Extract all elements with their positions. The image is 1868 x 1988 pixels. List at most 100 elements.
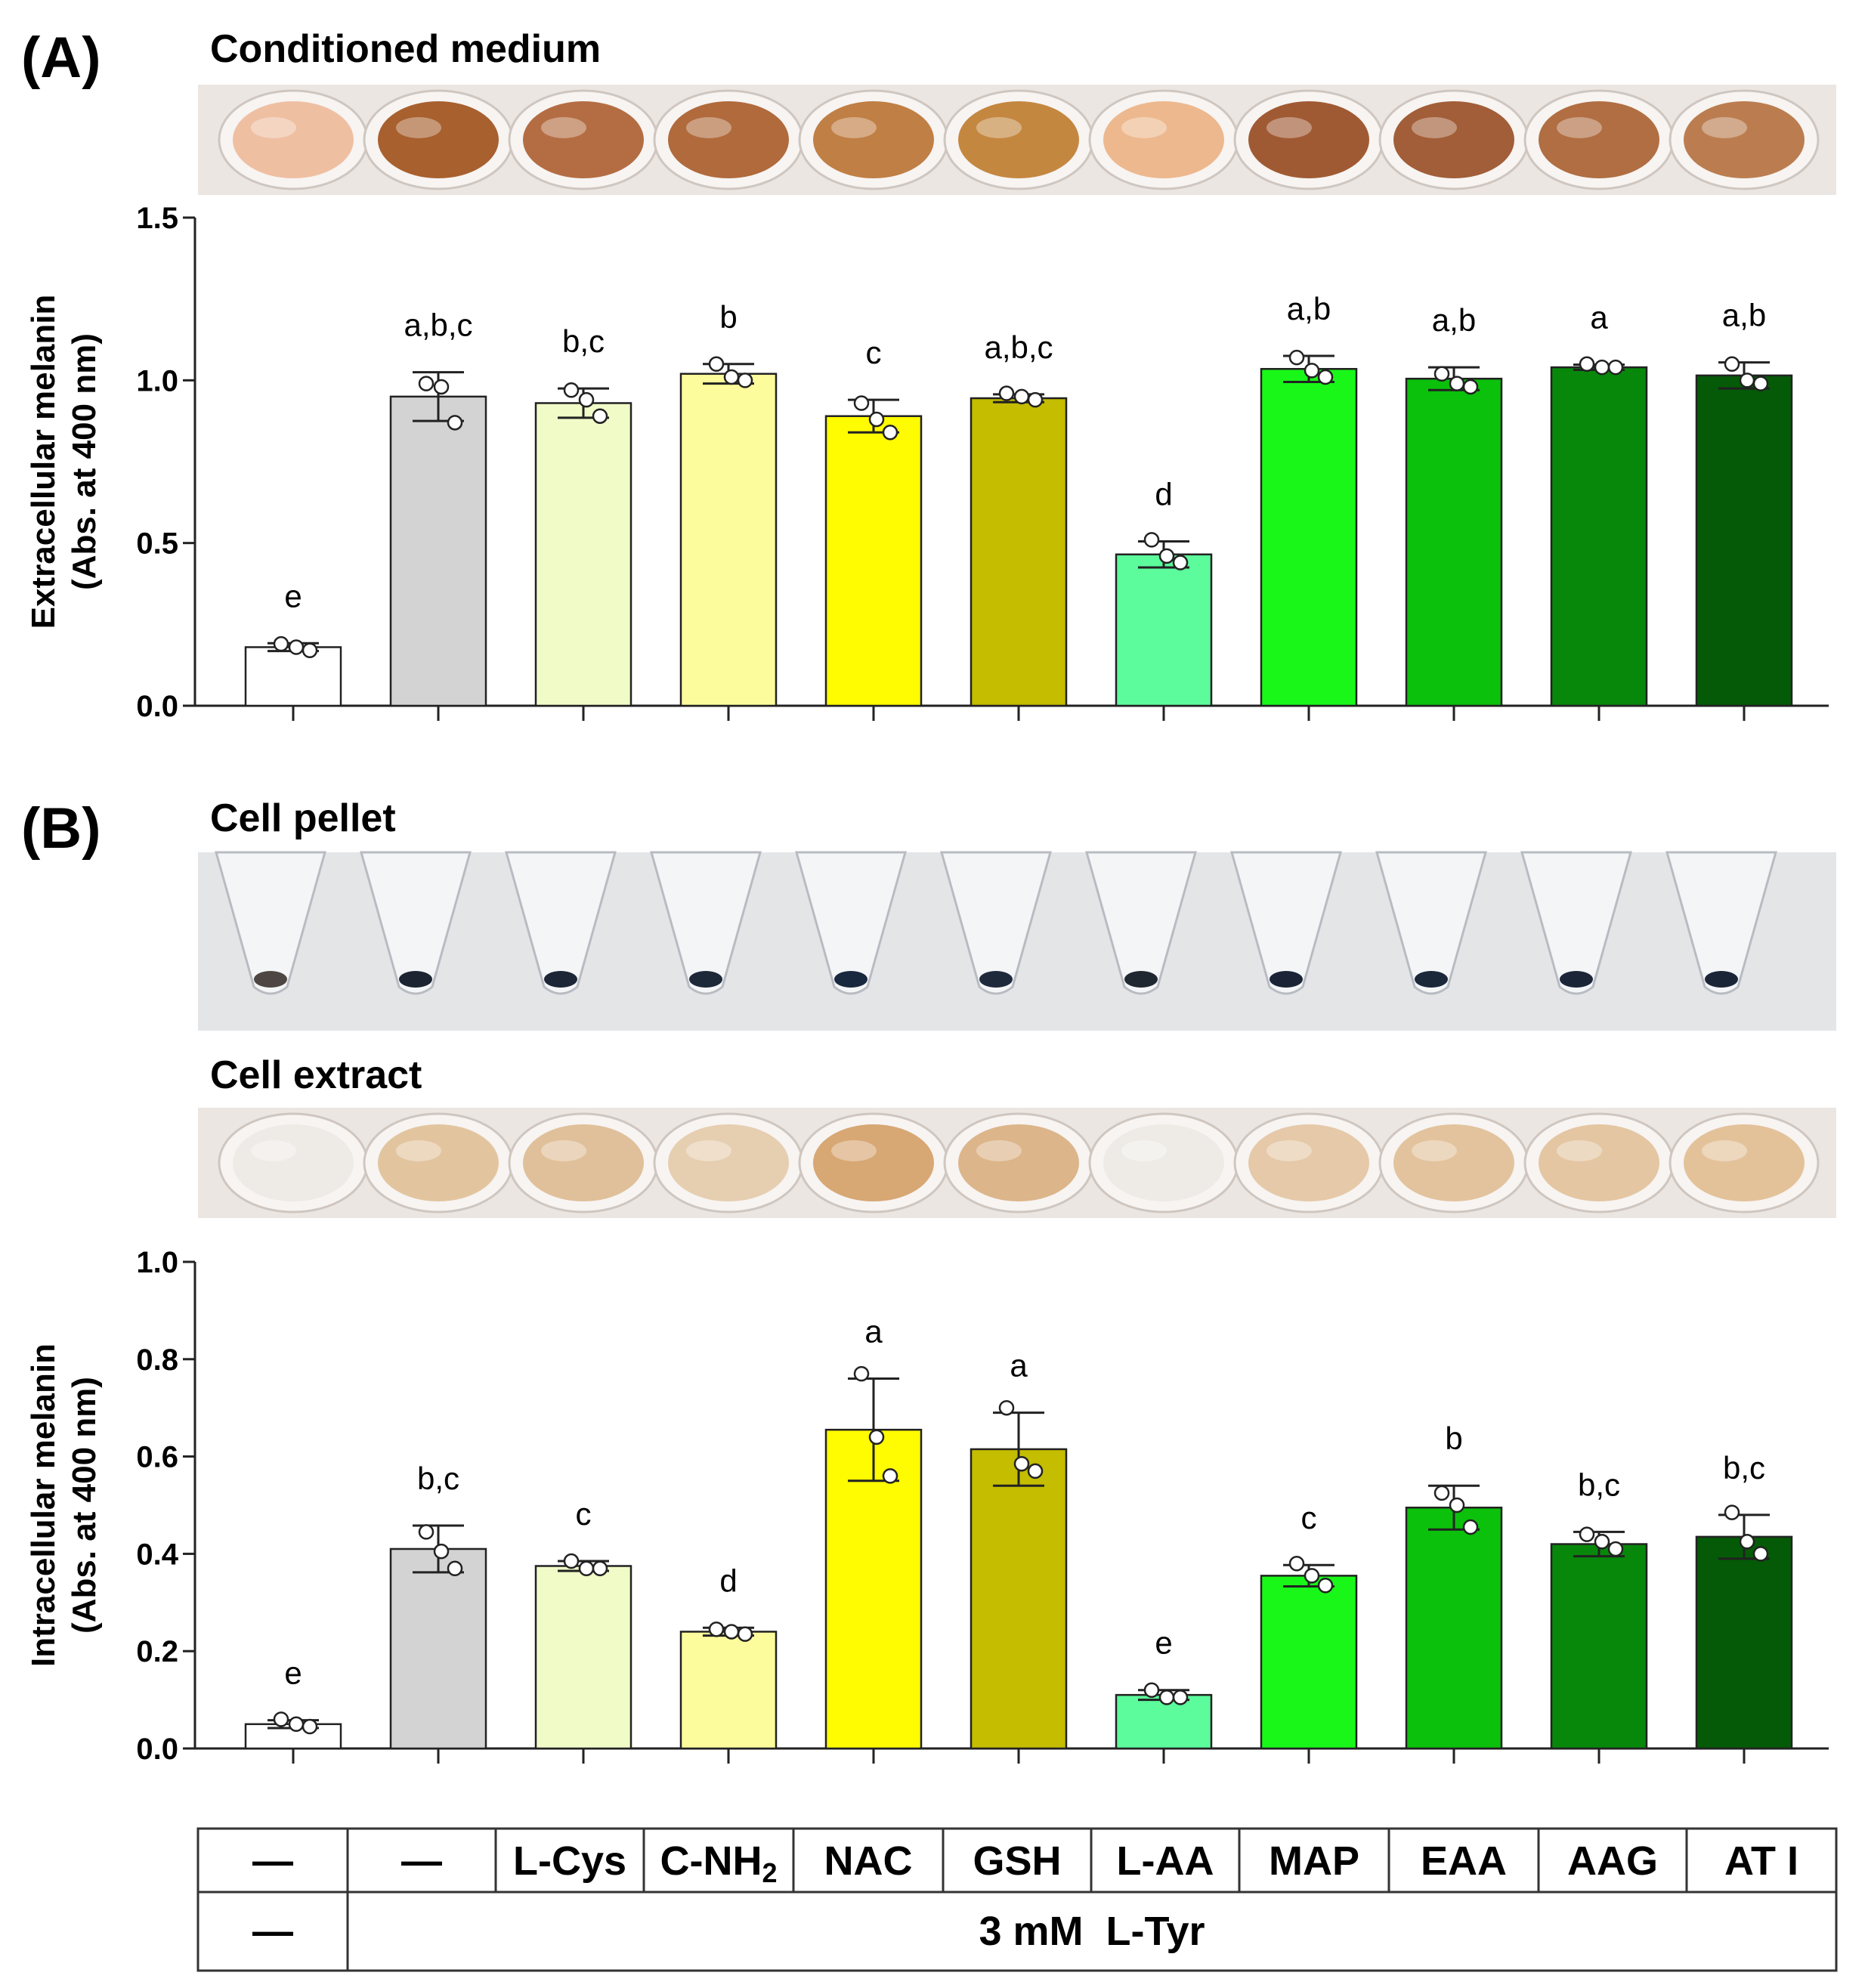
chart-b-data-point: [288, 1716, 305, 1733]
cell-extract-well-highlight: [251, 1140, 296, 1161]
chart-b-data-point: [1449, 1497, 1465, 1513]
panel-b-letter: (B): [21, 796, 101, 861]
panel-a-letter: (A): [21, 26, 101, 90]
cell-extract-well-liquid: [523, 1124, 644, 1201]
chart-b-data-point: [1594, 1534, 1610, 1550]
conditioned-medium-well-liquid: [378, 101, 499, 178]
conditioned-medium-well-liquid: [813, 101, 934, 178]
chart-a-data-point: [302, 642, 318, 659]
chart-a-data-point: [1724, 356, 1740, 373]
chart-a-bar-eaa: [1405, 377, 1503, 707]
cell-extract-well-liquid: [958, 1124, 1079, 1201]
chart-a-data-point: [1607, 359, 1624, 376]
cell-extract-well-liquid: [378, 1124, 499, 1201]
chart-a-significance-label: a,b,c: [984, 329, 1053, 365]
chart-b-data-point: [1143, 1682, 1160, 1698]
chart-b-data-point: [1172, 1690, 1189, 1705]
chart-a-data-point: [1013, 388, 1030, 405]
chart-a-data-point: [563, 382, 580, 398]
chart-b-y-tick-label: 0.0: [136, 1733, 178, 1766]
chart-a-significance-label: c: [866, 335, 882, 370]
chart-a-y-axis-title-line1: Extracellular melanin: [25, 295, 62, 629]
chart-b-bar-aag: [1550, 1543, 1648, 1750]
chart-b-data-point: [1027, 1463, 1044, 1479]
chart-a-significance-label: a: [1590, 300, 1608, 335]
chart-b-bar-ati: [1695, 1535, 1793, 1750]
chart-a-data-point: [737, 373, 753, 388]
chart-b-bar-nac: [824, 1428, 923, 1750]
chart-b-bar-l-cys: [534, 1565, 632, 1750]
chart-b-data-point: [1433, 1485, 1450, 1501]
chart-a-bar-map: [1260, 368, 1358, 707]
chart-b-data-point: [882, 1468, 898, 1484]
chart-b-bar-eaa: [1405, 1506, 1503, 1750]
chart-b-data-point: [447, 1560, 463, 1576]
conditioned-medium-well-highlight: [541, 117, 586, 138]
table-cell-map: MAP: [1269, 1838, 1359, 1884]
table-cell-gsh: GSH: [973, 1838, 1061, 1884]
chart-b-data-point: [1158, 1690, 1175, 1705]
cell-extract-well-highlight: [1412, 1140, 1457, 1161]
chart-b-data-point: [1724, 1504, 1740, 1520]
chart-b-y-tick-label: 1.0: [136, 1246, 178, 1279]
chart-a-data-point: [723, 369, 740, 385]
chart-b-y-tick-label: 0.4: [136, 1538, 178, 1571]
chart-a-bar-gsh: [970, 397, 1068, 707]
cell-pellet-tube: [360, 851, 472, 995]
cell-pellet-tube: [1520, 851, 1632, 995]
chart-b-data-point: [1739, 1534, 1755, 1550]
chart-b-bar-map: [1260, 1575, 1358, 1750]
chart-a-data-point: [708, 356, 725, 373]
table-cell-ati: AT I: [1724, 1838, 1798, 1884]
conditioned-medium-photo: [198, 85, 1836, 195]
chart-a-bar-c-nh2: [679, 373, 778, 707]
chart-a-data-point: [1739, 373, 1755, 388]
chart-b-y-axis-title-line2: (Abs. at 400 nm): [66, 1377, 103, 1634]
table-cell-no-tyr: —: [252, 1909, 293, 1954]
conditioned-medium-well-highlight: [1557, 117, 1602, 138]
chart-a-significance-label: b,c: [562, 323, 605, 359]
conditioned-medium-well-highlight: [1702, 117, 1747, 138]
chart-a-data-point: [853, 395, 870, 411]
chart-a-data-point: [418, 376, 435, 391]
cell-extract-well-liquid: [813, 1124, 934, 1201]
cell-pellet-dot: [834, 971, 868, 988]
chart-a-significance-label: a,b: [1722, 298, 1766, 333]
chart-a-data-point: [578, 391, 595, 408]
chart-a-data-point: [1594, 359, 1610, 376]
cell-extract-photo: [198, 1108, 1836, 1218]
conditioned-medium-well-highlight: [1412, 117, 1457, 138]
cell-extract-well-highlight: [1557, 1140, 1602, 1161]
chart-a-data-point: [1027, 391, 1044, 408]
table-cell-3mm-ltyr: 3 mM L-Tyr: [979, 1909, 1205, 1954]
conditioned-medium-well-highlight: [396, 117, 441, 138]
chart-b-data-point: [302, 1718, 318, 1735]
chart-a-data-point: [1433, 366, 1450, 382]
chart-a-data-point: [447, 415, 463, 431]
chart-b-data-point: [1462, 1519, 1479, 1535]
chart-b-significance-label: c: [1301, 1500, 1317, 1535]
conditioned-medium-title: Conditioned medium: [210, 27, 601, 71]
chart-a-data-point: [1462, 379, 1479, 395]
cell-pellet-tube: [1230, 851, 1342, 995]
conditioned-medium-well-liquid: [1684, 101, 1805, 178]
conditioned-medium-well-liquid: [1393, 101, 1514, 178]
chart-b-bar-gsh: [970, 1448, 1068, 1750]
chart-b-data-point: [853, 1365, 870, 1382]
cell-pellet-dot: [1415, 971, 1448, 988]
chart-a-y-tick-label: 1.0: [136, 364, 178, 397]
chart-b-data-point: [1288, 1556, 1305, 1572]
chart-b-significance-label: e: [284, 1656, 302, 1691]
chart-b-data-point: [1607, 1541, 1624, 1557]
cell-pellet-tube: [505, 851, 617, 995]
chart-b-data-point: [868, 1429, 885, 1445]
chart-a-significance-label: b: [719, 299, 737, 335]
conditioned-medium-well-liquid: [233, 101, 354, 178]
chart-a-data-point: [1579, 356, 1595, 373]
table-cell-control: —: [252, 1838, 293, 1884]
cell-extract-well-liquid: [1539, 1124, 1659, 1201]
chart-b-significance-label: b,c: [417, 1461, 459, 1496]
chart-b-significance-label: d: [719, 1563, 737, 1598]
table-cell-laa: L-AA: [1117, 1838, 1214, 1884]
chart-b-data-point: [998, 1399, 1015, 1416]
